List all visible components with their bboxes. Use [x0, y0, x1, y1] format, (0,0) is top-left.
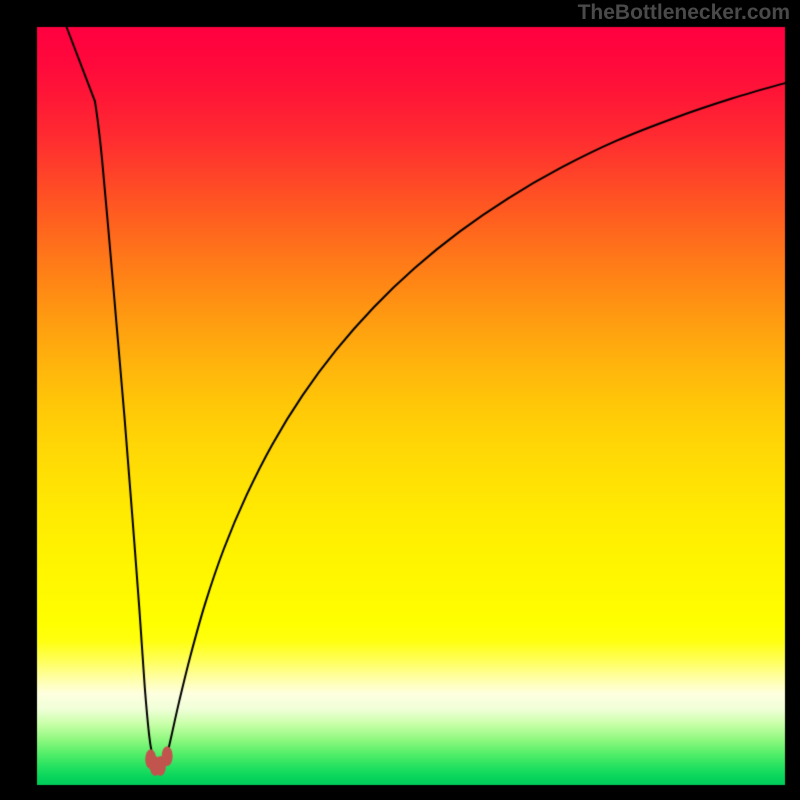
bottleneck-chart [0, 0, 800, 800]
watermark-text: TheBottlenecker.com [578, 1, 790, 25]
stage: TheBottlenecker.com [0, 0, 800, 800]
